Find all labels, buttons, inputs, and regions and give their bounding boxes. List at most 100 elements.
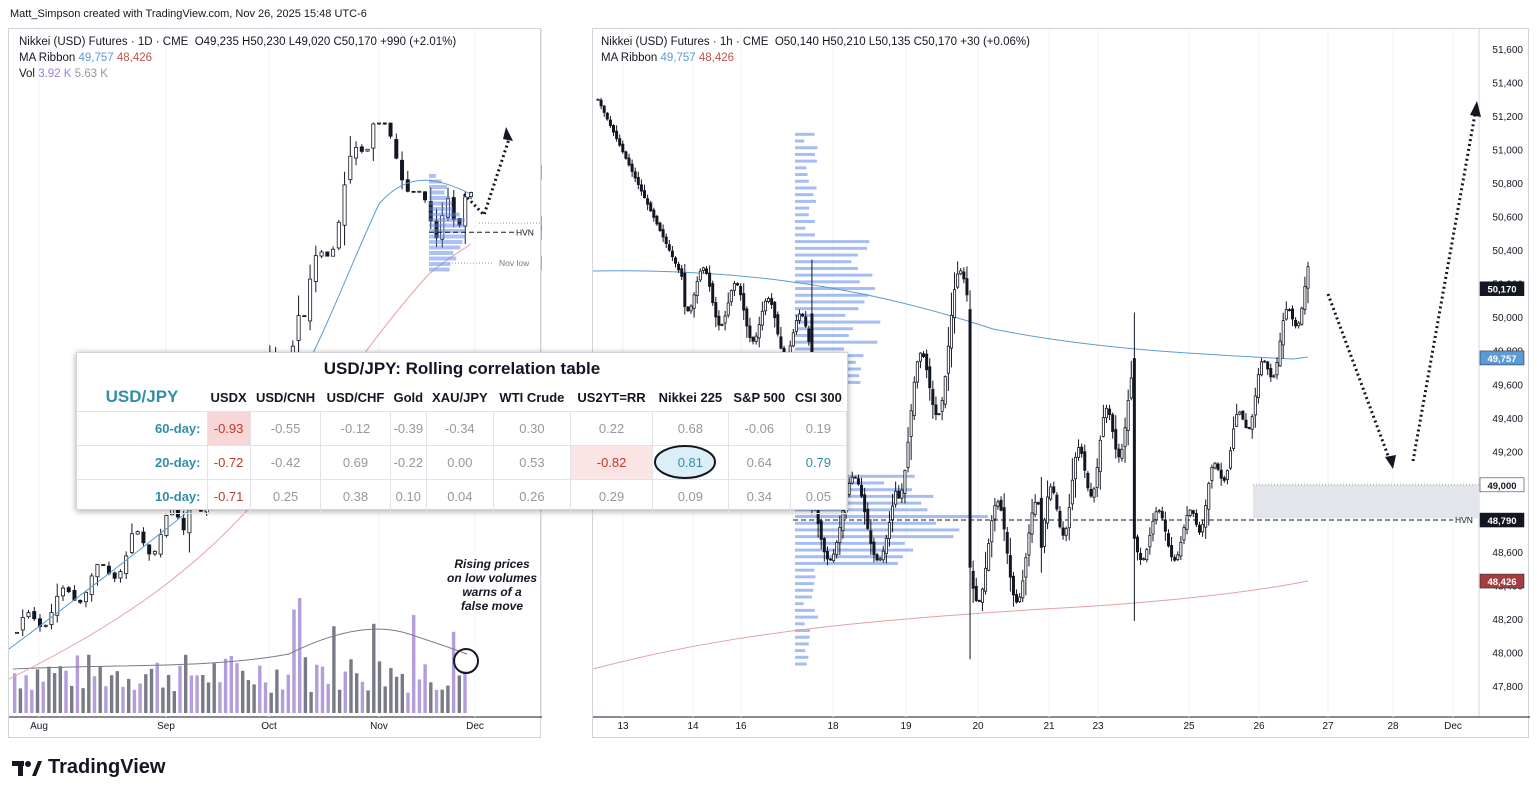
daily-candle — [112, 572, 117, 579]
hourly-candle — [754, 335, 758, 343]
hourly-y-tick-label: 50,400 — [1492, 246, 1523, 257]
hourly-candle — [1154, 511, 1158, 521]
hourly-candle — [980, 588, 984, 603]
hourly-candle — [869, 530, 873, 544]
hourly-candle — [602, 105, 606, 113]
hourly-candle — [599, 99, 603, 107]
volume-bar — [434, 689, 439, 713]
hourly-volume-profile-bar — [795, 260, 852, 264]
chart-credit: Matt_Simpson created with TradingView.co… — [10, 8, 367, 20]
hourly-candle — [1039, 497, 1043, 548]
hourly-candle — [1281, 320, 1285, 346]
hourly-candle — [1253, 395, 1257, 416]
volume-bar — [377, 661, 382, 713]
hourly-candle — [1244, 419, 1248, 429]
hourly-price-tag-label: 48,426 — [1487, 577, 1516, 588]
hourly-price-tag-label: 48,790 — [1487, 516, 1516, 527]
hourly-candle — [990, 520, 994, 543]
hourly-candle — [1278, 340, 1282, 367]
correlation-header-row: USD/JPY USDX USD/CNH USD/CHF Gold XAU/JP… — [77, 383, 847, 412]
hourly-candle — [655, 215, 659, 225]
hourly-candle — [965, 278, 969, 296]
volume-bar — [360, 681, 365, 713]
hourly-price-tag — [1479, 350, 1525, 366]
hourly-candle — [1123, 427, 1127, 448]
daily-candle — [83, 591, 88, 603]
hourly-volume-profile-bar — [795, 333, 849, 337]
volume-bar — [52, 673, 57, 713]
table-cell: 0.10 — [389, 479, 428, 514]
daily-volume-profile-bar — [429, 229, 466, 233]
volume-bar — [263, 682, 268, 713]
daily-candle — [124, 555, 129, 575]
hourly-candle — [971, 570, 975, 589]
hourly-candle — [1290, 308, 1294, 320]
hourly-x-tick-label: 21 — [1043, 721, 1055, 732]
hourly-candle — [928, 366, 932, 389]
volume-bar — [252, 684, 256, 713]
hourly-candle — [1241, 410, 1245, 420]
daily-x-tick-label: Aug — [30, 721, 48, 732]
hourly-candle — [776, 314, 780, 335]
volume-bar — [406, 692, 410, 713]
daily-candle — [336, 221, 341, 249]
daily-candle — [319, 251, 324, 257]
volume-bar — [218, 682, 222, 713]
hourly-candle — [953, 289, 957, 319]
hourly-volume-profile-bar — [795, 273, 873, 277]
table-cell: 0.30 — [492, 411, 572, 446]
hourly-candle — [1179, 542, 1183, 557]
hourly-legend: Nikkei (USD) Futures · 1h · CME O50,140 … — [601, 34, 1030, 66]
hourly-candle — [807, 328, 811, 342]
hourly-candle — [1163, 519, 1167, 532]
hourly-candle — [729, 290, 733, 303]
volume-bar — [104, 686, 108, 713]
hourly-candle — [943, 376, 947, 405]
hourly-candle — [1263, 360, 1267, 363]
hourly-candle — [1213, 462, 1217, 469]
tradingview-logo[interactable]: TradingView — [12, 756, 165, 779]
hourly-candle — [884, 538, 888, 555]
hourly-candle — [763, 300, 767, 312]
hourly-candle — [664, 236, 668, 244]
hourly-y-tick-label: 49,400 — [1492, 414, 1523, 425]
daily-volume-profile-bar — [429, 212, 460, 217]
hourly-candle — [993, 505, 997, 520]
hourly-candle — [934, 404, 938, 416]
daily-ma1: 49,757 — [78, 52, 114, 64]
hourly-volume-profile-bar — [795, 622, 805, 626]
hourly-volume-profile-bar — [795, 561, 899, 565]
table-cell: 0.29 — [570, 479, 653, 514]
hourly-volume-profile-bar — [795, 508, 928, 512]
volume-bar — [280, 689, 285, 713]
table-cell: 0.05 — [789, 479, 848, 514]
hourly-candle — [1104, 407, 1108, 419]
daily-candle — [348, 155, 353, 181]
hourly-candle — [832, 553, 836, 562]
hourly-candle — [949, 314, 953, 349]
table-cell: 0.19 — [789, 411, 848, 446]
hourly-volume-profile-bar — [795, 521, 936, 525]
volume-bar — [292, 609, 296, 713]
daily-candle — [37, 618, 42, 627]
hourly-candle — [1216, 463, 1220, 470]
hourly-candle — [1269, 368, 1273, 378]
hourly-volume-profile-bar — [795, 602, 804, 606]
hourly-volume-profile-bar — [795, 206, 810, 210]
daily-candle — [26, 612, 31, 618]
hourly-candle — [838, 526, 842, 543]
hourly-volume-profile-bar — [795, 488, 913, 492]
volume-bar — [423, 664, 427, 713]
volume-bar — [144, 674, 148, 713]
hourly-candle — [925, 353, 929, 371]
col-header: WTI Crude — [499, 389, 565, 405]
table-cell: 0.64 — [727, 445, 791, 480]
hourly-volume-profile-bar — [795, 199, 817, 203]
volume-annotation: Rising prices on low volumes warns of a … — [447, 557, 538, 613]
volume-bar — [115, 671, 119, 713]
hourly-candle — [1092, 488, 1096, 498]
hourly-candle — [748, 325, 752, 338]
volume-bar — [161, 687, 165, 713]
table-cell: 0.25 — [249, 479, 322, 514]
daily-volume-profile-bar — [429, 185, 448, 189]
